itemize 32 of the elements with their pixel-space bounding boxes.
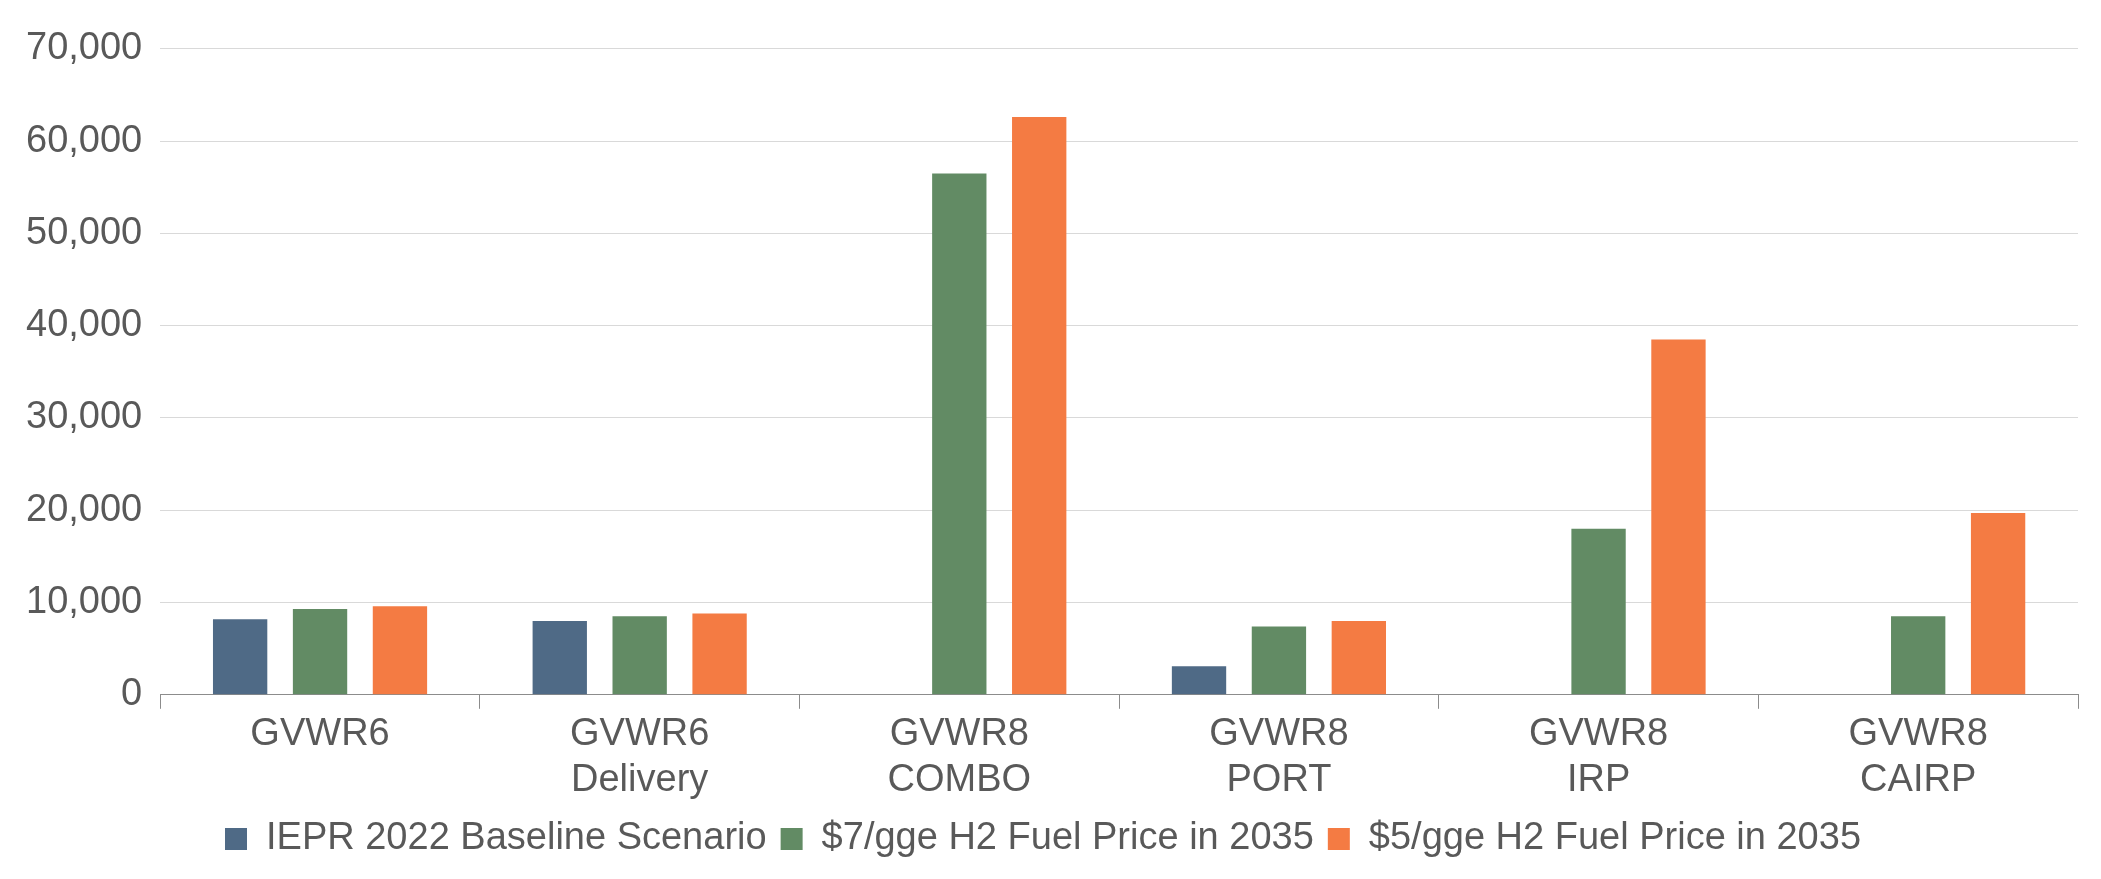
bar [1171, 666, 1227, 695]
bar [532, 620, 587, 695]
y-tick-label: 30,000 [25, 394, 143, 437]
bar [1331, 620, 1386, 695]
x-tick-label: GVWR8 CAIRP [1848, 711, 1988, 799]
legend-label: $7/gge H2 Fuel Price in 2035 [821, 815, 1314, 858]
x-tick-label: GVWR8 PORT [1209, 711, 1349, 799]
y-tick-label: 40,000 [25, 302, 143, 345]
bar [1891, 616, 1946, 695]
y-tick-label: 10,000 [25, 579, 143, 621]
x-tick-label: GVWR8 COMBO [887, 711, 1032, 799]
y-tick-label: 60,000 [25, 117, 143, 160]
bar [372, 606, 428, 695]
bar [1012, 117, 1067, 695]
bar [932, 173, 987, 695]
bar [212, 619, 268, 695]
bar [1571, 528, 1626, 695]
y-tick-label: 50,000 [25, 209, 143, 252]
bar [692, 613, 747, 695]
x-tick-label: GVWR8 IRP [1528, 711, 1669, 799]
x-tick-label: GVWR6 Delivery [569, 711, 710, 799]
legend-label: IEPR 2022 Baseline Scenario [265, 815, 767, 858]
bar [1251, 626, 1307, 695]
bar [292, 608, 348, 695]
bar [1970, 513, 2026, 695]
bar [1651, 339, 1706, 695]
x-tick-label: GVWR6 [250, 711, 390, 754]
bar [612, 616, 667, 695]
y-tick-label: 70,000 [25, 25, 143, 68]
y-tick-label: 20,000 [25, 486, 143, 529]
legend-label: $5/gge H2 Fuel Price in 2035 [1368, 815, 1862, 858]
y-tick-label: 0 [121, 671, 143, 714]
